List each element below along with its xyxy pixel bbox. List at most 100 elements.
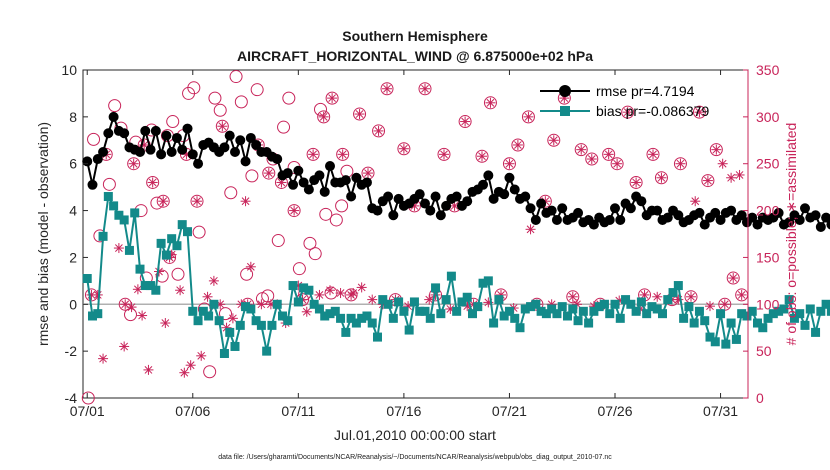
chart-title-line1: Southern Hemisphere: [342, 28, 488, 44]
obs-assimilated-star: [736, 289, 747, 300]
obs-assimilated-star: [631, 177, 642, 188]
obs-possible-marker: [155, 269, 169, 283]
rmse-point: [435, 210, 446, 221]
bias-point: [378, 295, 388, 305]
bias-point: [146, 281, 156, 291]
rmse-point: [815, 221, 826, 232]
obs-possible-marker: [329, 213, 343, 227]
bias-point: [494, 295, 504, 305]
obs-possible-marker: [314, 102, 327, 116]
obs-possible-assimilated-marker: [547, 133, 561, 147]
obs-possible-assimilated-marker: [306, 147, 320, 161]
bias-point: [473, 302, 483, 312]
obs-assimilated-marker: [92, 289, 103, 300]
obs-assimilated-marker: [245, 261, 256, 272]
rmse-point: [488, 193, 499, 204]
bias-point: [541, 309, 551, 319]
rmse-point: [752, 219, 763, 230]
rmse-point: [251, 139, 262, 150]
rmse-point: [499, 189, 510, 200]
obs-assimilated-star: [192, 196, 202, 207]
rmse-point: [156, 149, 167, 160]
bias-point: [731, 334, 741, 344]
rmse-point: [303, 184, 314, 195]
bias-point: [357, 313, 367, 323]
rmse-point: [710, 207, 721, 218]
x-axis: 07/01 07/06 07/11 07/16 07/21 07/26 07/31: [70, 70, 738, 419]
y-left-tick-label: 0: [69, 296, 77, 312]
bias-point: [737, 309, 747, 319]
obs-assimilated-star: [337, 149, 348, 160]
rmse-point: [177, 144, 188, 155]
bias-point: [362, 311, 372, 321]
bias-point: [219, 348, 229, 358]
bias-point: [784, 295, 794, 305]
obs-possible-assimilated-marker: [475, 149, 489, 163]
bias-point: [330, 306, 340, 316]
obs-possible-assimilated-marker: [585, 152, 599, 166]
bias-series: [82, 192, 830, 358]
data-file-footnote: data file: /Users/gharamti/Documents/NCA…: [218, 454, 612, 461]
rmse-point: [520, 191, 531, 202]
bias-point: [288, 281, 298, 291]
rmse-line: [86, 113, 830, 230]
rmse-point: [346, 191, 357, 202]
bias-point: [388, 313, 398, 323]
rmse-point: [451, 191, 462, 202]
bias-point: [404, 325, 414, 335]
bias-point: [320, 311, 330, 321]
bias-point: [805, 304, 815, 314]
legend: rmse pr=4.7194 bias pr=-0.086379: [540, 83, 709, 119]
bias-point: [156, 238, 166, 248]
rmse-point: [662, 212, 673, 223]
bias-point: [336, 313, 346, 323]
bias-point: [394, 297, 404, 307]
bias-point: [177, 220, 187, 230]
obs-possible-assimilated-marker: [521, 110, 535, 124]
obs-assimilated-star: [373, 125, 384, 136]
bias-point: [457, 297, 467, 307]
obs-possible-assimilated-marker: [361, 166, 375, 180]
bias-point: [267, 320, 277, 330]
obs-assimilated-marker: [726, 172, 737, 183]
x-axis-label: Jul.01,2010 00:00:00 start: [334, 427, 496, 443]
obs-possible-assimilated-marker: [735, 288, 749, 302]
bias-point: [673, 281, 683, 291]
obs-assimilated-marker: [227, 313, 238, 324]
bias-point: [462, 292, 472, 302]
obs-assimilated-marker: [240, 196, 251, 207]
obs-assimilated-star: [477, 151, 487, 162]
rmse-point: [98, 147, 109, 157]
bias-point: [161, 250, 171, 260]
bias-point: [415, 306, 425, 316]
obs-possible-assimilated-marker: [610, 157, 624, 171]
bias-point: [753, 318, 762, 328]
rmse-point: [736, 210, 747, 221]
y-right-tick-label: 350: [756, 62, 780, 78]
bias-point: [795, 309, 805, 319]
rmse-point: [504, 172, 515, 183]
rmse-point: [726, 205, 737, 216]
rmse-point: [298, 177, 309, 188]
rmse-point: [425, 205, 436, 216]
obs-assimilated-star: [420, 83, 430, 94]
obs-possible-marker: [208, 91, 222, 105]
bias-point: [647, 302, 657, 312]
obs-assimilated-star: [686, 291, 696, 302]
obs-assimilated-star: [648, 149, 658, 160]
bias-point: [325, 309, 335, 319]
x-tick-label: 07/01: [70, 403, 105, 419]
bias-point: [188, 306, 198, 316]
bias-point: [689, 318, 699, 328]
obs-possible-assimilated-marker: [574, 143, 588, 157]
bias-point: [351, 318, 361, 328]
obs-assimilated-marker: [367, 294, 378, 305]
obs-assimilated-marker: [348, 288, 359, 299]
obs-possible-assimilated-marker: [458, 115, 472, 129]
bias-point: [135, 264, 145, 274]
bias-point: [584, 318, 594, 328]
bias-point: [82, 274, 92, 284]
x-tick-label: 07/11: [281, 403, 315, 419]
rmse-point: [193, 158, 204, 169]
rmse-point: [361, 177, 372, 188]
